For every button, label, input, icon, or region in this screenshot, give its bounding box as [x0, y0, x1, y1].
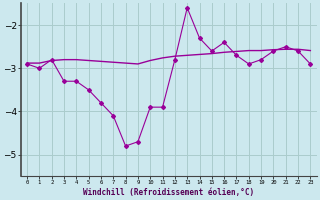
X-axis label: Windchill (Refroidissement éolien,°C): Windchill (Refroidissement éolien,°C)	[83, 188, 254, 197]
